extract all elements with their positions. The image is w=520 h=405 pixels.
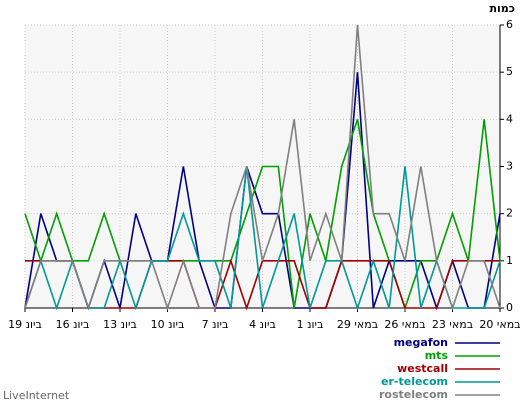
y-tick-label: 4 xyxy=(506,112,513,125)
series-line xyxy=(24,119,501,311)
y-tick-label: 3 xyxy=(506,160,513,173)
series-line xyxy=(24,166,501,311)
y-tick-label: 6 xyxy=(506,18,513,31)
x-tick-label: 19 ביונ xyxy=(8,318,42,331)
legend-label: westcall xyxy=(397,362,448,375)
x-tick-label: 13 ביונ xyxy=(103,318,137,331)
legend-label: megafon xyxy=(394,336,448,349)
legend-label: rostelecom xyxy=(379,388,448,401)
x-tick-label: 10 ביונ xyxy=(151,318,185,331)
x-tick-label: 7 ביונ xyxy=(202,318,229,331)
legend-label: er-telecom xyxy=(381,375,448,388)
y-axis-label: כמות xyxy=(490,2,515,15)
y-tick-label: 2 xyxy=(506,207,513,220)
x-tick-label: 20 במאי xyxy=(479,318,520,331)
x-tick-label: 4 ביונ xyxy=(249,318,276,331)
x-tick-label: 26 במאי xyxy=(384,318,425,331)
y-tick-label: 5 xyxy=(506,65,513,78)
x-tick-label: 16 ביונ xyxy=(56,318,90,331)
watermark: LiveInternet xyxy=(3,389,70,402)
series-line xyxy=(24,24,501,311)
legend-label: mts xyxy=(425,349,449,362)
x-tick-label: 23 במאי xyxy=(432,318,473,331)
x-tick-label: 29 במאי xyxy=(337,318,378,331)
y-tick-label: 1 xyxy=(506,254,513,267)
x-tick-label: 1 ביונ xyxy=(297,318,324,331)
y-tick-label: 0 xyxy=(506,301,513,314)
